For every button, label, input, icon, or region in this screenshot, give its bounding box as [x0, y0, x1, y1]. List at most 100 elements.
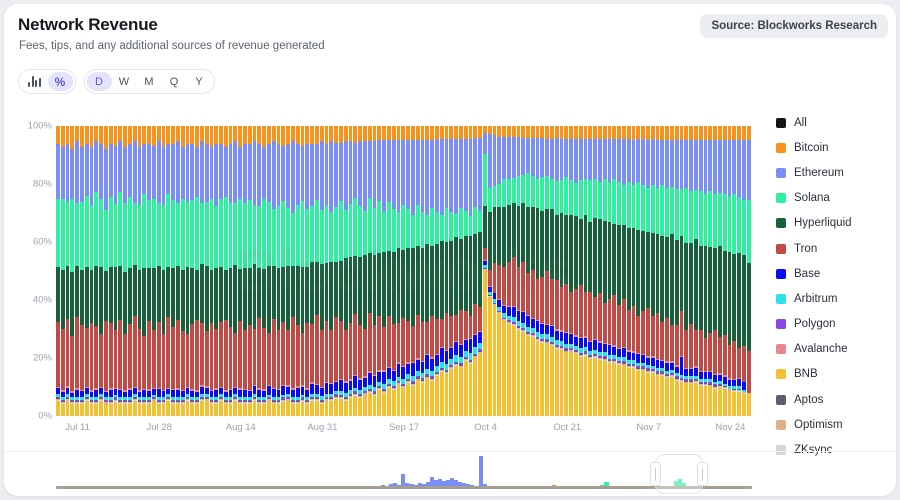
bar-column[interactable]: [410, 126, 416, 416]
bar-column[interactable]: [175, 126, 181, 416]
legend-item-tron[interactable]: Tron: [776, 236, 894, 261]
bar-column[interactable]: [291, 126, 296, 416]
bar-column[interactable]: [147, 126, 152, 416]
bar-column[interactable]: [521, 126, 527, 416]
bar-column[interactable]: [530, 126, 536, 416]
stacked-bar-series[interactable]: [56, 126, 752, 416]
bar-column[interactable]: [267, 126, 272, 416]
bar-column[interactable]: [94, 126, 100, 416]
legend-item-solana[interactable]: Solana: [776, 186, 894, 211]
bar-column[interactable]: [262, 126, 268, 416]
bar-column[interactable]: [137, 126, 143, 416]
bar-column[interactable]: [583, 126, 589, 416]
bar-column[interactable]: [703, 126, 709, 416]
bar-column[interactable]: [204, 126, 210, 416]
bar-column[interactable]: [276, 126, 282, 416]
bar-column[interactable]: [636, 126, 642, 416]
scrubber-handle-right[interactable]: [697, 462, 709, 486]
bar-column[interactable]: [559, 126, 565, 416]
bar-column[interactable]: [319, 126, 325, 416]
bar-column[interactable]: [300, 126, 306, 416]
bar-column[interactable]: [324, 126, 330, 416]
bar-column[interactable]: [458, 126, 464, 416]
legend-item-ethereum[interactable]: Ethereum: [776, 160, 894, 185]
bar-column[interactable]: [209, 126, 215, 416]
bar-column[interactable]: [382, 126, 387, 416]
bar-column[interactable]: [199, 126, 205, 416]
bar-column[interactable]: [564, 126, 570, 416]
bar-chart-mode-button[interactable]: [21, 72, 48, 91]
interval-w[interactable]: W: [118, 75, 130, 88]
bar-column[interactable]: [396, 126, 402, 416]
bar-column[interactable]: [281, 126, 287, 416]
bar-column[interactable]: [516, 126, 522, 416]
bar-column[interactable]: [310, 126, 316, 416]
interval-y[interactable]: Y: [195, 75, 203, 88]
bar-column[interactable]: [550, 126, 555, 416]
bar-column[interactable]: [468, 126, 474, 416]
bar-column[interactable]: [722, 126, 728, 416]
bar-column[interactable]: [271, 126, 277, 416]
bar-column[interactable]: [612, 126, 618, 416]
bar-column[interactable]: [713, 126, 718, 416]
bar-column[interactable]: [602, 126, 608, 416]
bar-column[interactable]: [641, 126, 647, 416]
bar-column[interactable]: [214, 126, 220, 416]
bar-column[interactable]: [132, 126, 138, 416]
bar-column[interactable]: [454, 126, 459, 416]
bar-column[interactable]: [99, 126, 104, 416]
bar-column[interactable]: [482, 126, 488, 416]
interval-d[interactable]: D: [86, 72, 112, 91]
bar-column[interactable]: [377, 126, 383, 416]
bar-column[interactable]: [75, 126, 80, 416]
bar-column[interactable]: [674, 126, 680, 416]
bar-column[interactable]: [386, 126, 392, 416]
bar-column[interactable]: [693, 126, 699, 416]
bar-column[interactable]: [535, 126, 541, 416]
legend-item-avalanche[interactable]: Avalanche: [776, 337, 894, 362]
bar-column[interactable]: [434, 126, 440, 416]
bar-column[interactable]: [463, 126, 469, 416]
legend-item-base[interactable]: Base: [776, 261, 894, 286]
bar-column[interactable]: [343, 126, 349, 416]
bar-column[interactable]: [502, 126, 507, 416]
bar-column[interactable]: [684, 126, 690, 416]
bar-column[interactable]: [238, 126, 244, 416]
bar-column[interactable]: [444, 126, 450, 416]
legend-item-bitcoin[interactable]: Bitcoin: [776, 135, 894, 160]
bar-column[interactable]: [65, 126, 71, 416]
bar-column[interactable]: [593, 126, 599, 416]
bar-column[interactable]: [487, 126, 493, 416]
bar-column[interactable]: [574, 126, 579, 416]
bar-column[interactable]: [113, 126, 119, 416]
bar-column[interactable]: [243, 126, 248, 416]
bar-column[interactable]: [746, 126, 752, 416]
bar-column[interactable]: [166, 126, 172, 416]
bar-column[interactable]: [617, 126, 623, 416]
range-scrubber[interactable]: [56, 454, 752, 494]
bar-column[interactable]: [698, 126, 704, 416]
bar-column[interactable]: [219, 126, 224, 416]
bar-column[interactable]: [420, 126, 426, 416]
bar-column[interactable]: [578, 126, 584, 416]
bar-column[interactable]: [315, 126, 320, 416]
bar-column[interactable]: [252, 126, 258, 416]
bar-column[interactable]: [626, 126, 632, 416]
bar-column[interactable]: [348, 126, 354, 416]
scrubber-handle-left[interactable]: [649, 462, 661, 486]
bar-column[interactable]: [689, 126, 694, 416]
bar-column[interactable]: [151, 126, 157, 416]
bar-column[interactable]: [660, 126, 666, 416]
bar-column[interactable]: [363, 126, 368, 416]
bar-column[interactable]: [103, 126, 109, 416]
bar-column[interactable]: [598, 126, 603, 416]
bar-column[interactable]: [607, 126, 613, 416]
bar-column[interactable]: [449, 126, 455, 416]
bar-column[interactable]: [741, 126, 747, 416]
bar-column[interactable]: [142, 126, 148, 416]
bar-column[interactable]: [415, 126, 421, 416]
percent-mode-button[interactable]: %: [47, 72, 73, 91]
legend-item-zksync[interactable]: ZKsync: [776, 437, 894, 462]
bar-column[interactable]: [195, 126, 200, 416]
bar-column[interactable]: [56, 126, 61, 416]
